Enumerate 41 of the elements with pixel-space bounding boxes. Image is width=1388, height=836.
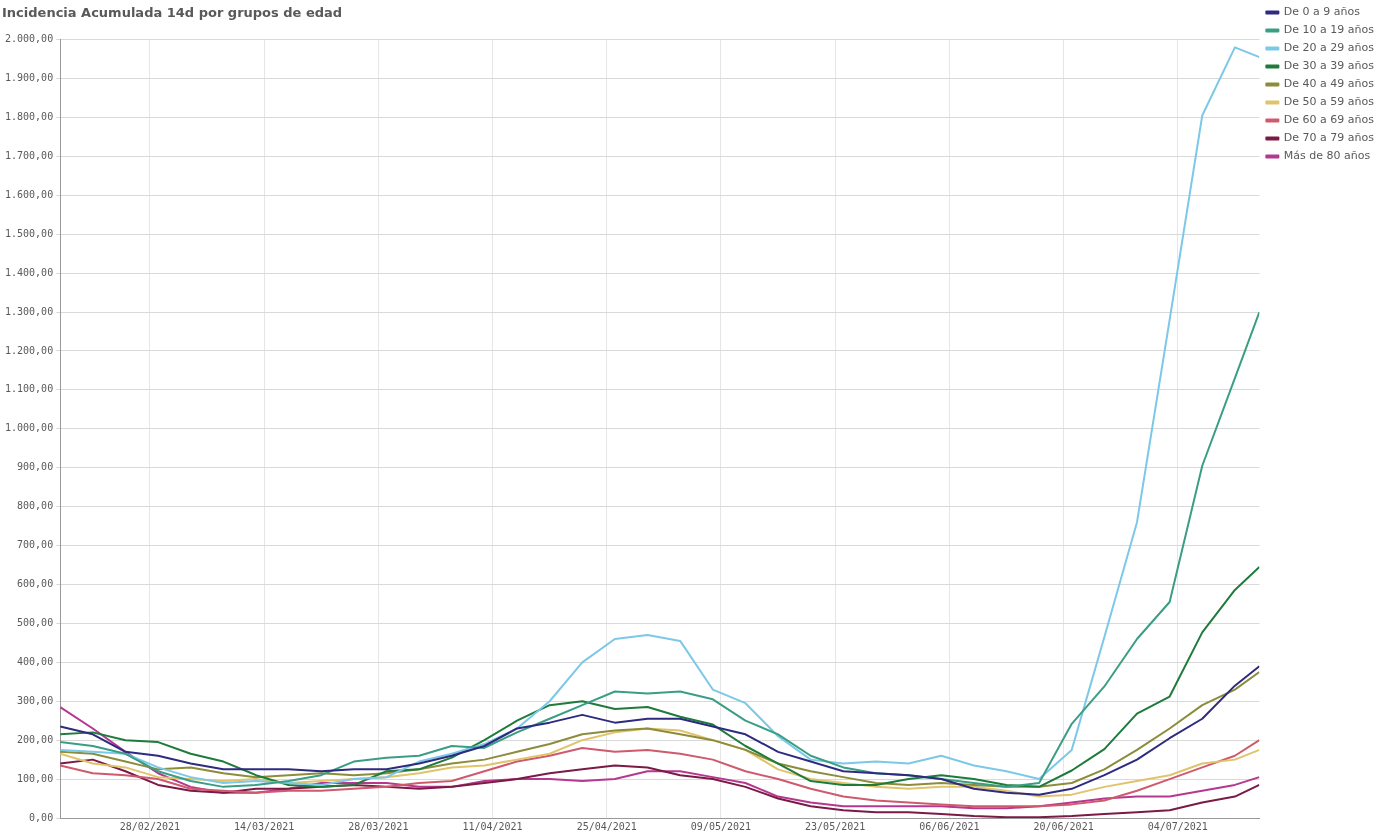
y-tick-label: 1.300,00 bbox=[4, 305, 54, 317]
legend-label: De 20 a 29 años bbox=[1283, 41, 1375, 55]
x-tick-label: 20/06/2021 bbox=[1033, 820, 1094, 832]
y-tick-label: 1.900,00 bbox=[4, 72, 54, 84]
x-tick-label: 25/04/2021 bbox=[576, 820, 637, 832]
y-tick-label: 400,00 bbox=[17, 655, 54, 667]
legend-label: De 60 a 69 años bbox=[1283, 113, 1375, 127]
y-tick-label: 600,00 bbox=[17, 578, 54, 590]
legend-label: De 30 a 39 años bbox=[1283, 59, 1375, 73]
legend-label: Más de 80 años bbox=[1283, 149, 1371, 163]
y-tick-label: 1.500,00 bbox=[4, 227, 54, 239]
y-tick-label: 500,00 bbox=[17, 616, 54, 628]
y-tick-label: 1.800,00 bbox=[4, 111, 54, 123]
y-tick-label: 100,00 bbox=[17, 772, 54, 784]
legend-label: De 10 a 19 años bbox=[1283, 23, 1375, 37]
y-tick-label: 700,00 bbox=[17, 539, 54, 551]
legend-label: De 0 a 9 años bbox=[1283, 5, 1361, 19]
x-tick-label: 28/03/2021 bbox=[348, 820, 409, 832]
y-tick-label: 1.100,00 bbox=[4, 383, 54, 395]
y-tick-label: 1.700,00 bbox=[4, 149, 54, 161]
y-tick-label: 0,00 bbox=[29, 811, 54, 823]
x-tick-label: 14/03/2021 bbox=[234, 820, 295, 832]
legend-label: De 70 a 79 años bbox=[1283, 131, 1375, 145]
y-tick-label: 800,00 bbox=[17, 500, 54, 512]
legend-label: De 50 a 59 años bbox=[1283, 95, 1375, 109]
x-tick-label: 11/04/2021 bbox=[462, 820, 523, 832]
x-tick-label: 23/05/2021 bbox=[805, 820, 866, 832]
y-tick-label: 1.600,00 bbox=[4, 188, 54, 200]
x-tick-label: 09/05/2021 bbox=[690, 820, 752, 832]
x-tick-label: 04/07/2021 bbox=[1147, 820, 1208, 832]
x-tick-label: 06/06/2021 bbox=[919, 820, 980, 832]
y-tick-label: 2.000,00 bbox=[4, 33, 54, 45]
y-tick-label: 1.400,00 bbox=[4, 266, 54, 278]
y-tick-label: 1.200,00 bbox=[4, 344, 54, 356]
y-tick-label: 200,00 bbox=[17, 733, 54, 745]
legend-label: De 40 a 49 años bbox=[1283, 77, 1375, 91]
y-tick-label: 900,00 bbox=[17, 461, 54, 473]
x-tick-label: 28/02/2021 bbox=[119, 820, 181, 832]
chart-title: Incidencia Acumulada 14d por grupos de edad bbox=[2, 5, 343, 21]
y-tick-label: 1.000,00 bbox=[4, 422, 54, 434]
y-tick-label: 300,00 bbox=[17, 694, 54, 706]
